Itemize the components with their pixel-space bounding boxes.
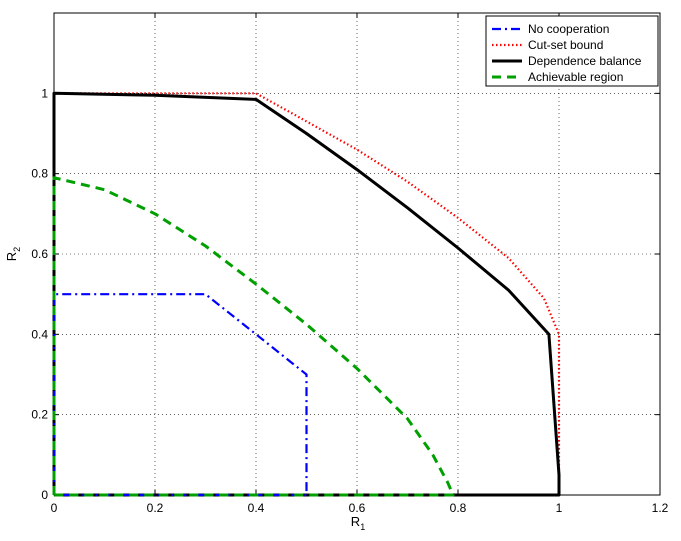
svg-text:R1: R1 xyxy=(351,514,365,532)
legend-label: Cut-set bound xyxy=(528,38,603,52)
series-line-no-cooperation xyxy=(52,293,308,497)
y-tick-label: 1 xyxy=(41,86,48,100)
y-tick-label: 0.6 xyxy=(31,247,48,261)
legend-box xyxy=(485,15,659,87)
x-tick-label: 0.6 xyxy=(349,501,366,515)
y-axis-label: R2 xyxy=(4,247,22,261)
x-tick-label: 0 xyxy=(51,501,58,515)
y-tick-label: 0.4 xyxy=(31,327,48,341)
x-tick-label: 0.2 xyxy=(147,501,164,515)
x-tick-label: 1.2 xyxy=(652,501,669,515)
series-lines xyxy=(52,91,561,497)
x-tick-label: 0.4 xyxy=(248,501,265,515)
legend-label: Dependence balance xyxy=(528,54,642,68)
series-line-dependence-balance xyxy=(52,91,561,497)
legend-label: No cooperation xyxy=(528,22,609,36)
x-axis-label-subscript: 1 xyxy=(360,522,365,532)
y-axis-label-subscript: 2 xyxy=(12,247,22,252)
x-axis-label-main: R xyxy=(351,514,360,529)
y-tick-label: 0.8 xyxy=(31,167,48,181)
y-axis-label-main: R xyxy=(4,252,19,261)
x-axis-label: R1 xyxy=(351,514,365,532)
axis-ticks: 0 0.2 0.4 0.6 0.8 1 1.2 0 0.2 0.4 0.6 0.8 1 xyxy=(31,13,669,515)
grid-lines xyxy=(54,13,660,495)
svg-text:R2: R2 xyxy=(4,247,22,261)
x-tick-label: 0.8 xyxy=(450,501,467,515)
series-line-achievable-region xyxy=(52,176,455,497)
legend: No cooperation Cut-set bound Dependence ba… xyxy=(485,15,659,87)
y-tick-label: 0.2 xyxy=(31,408,48,422)
y-tick-label: 0 xyxy=(41,488,48,502)
x-tick-label: 1 xyxy=(556,501,563,515)
series-line-cut-set-bound xyxy=(52,92,561,497)
legend-label: Achievable region xyxy=(528,70,623,84)
